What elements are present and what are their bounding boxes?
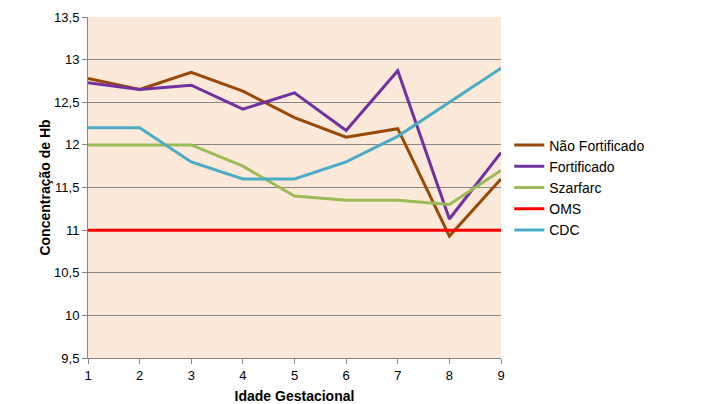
svg-text:Szarfarc: Szarfarc [549,180,601,196]
svg-text:Não Fortificado: Não Fortificado [549,138,644,154]
svg-text:OMS: OMS [549,201,581,217]
svg-text:8: 8 [446,368,453,383]
svg-text:CDC: CDC [549,222,579,238]
svg-text:12: 12 [65,137,79,152]
svg-text:9,5: 9,5 [61,351,79,366]
svg-text:11,5: 11,5 [55,180,79,195]
svg-text:5: 5 [291,368,298,383]
svg-text:Idade Gestacional: Idade Gestacional [235,388,355,404]
svg-text:3: 3 [188,368,195,383]
svg-text:12,5: 12,5 [54,95,79,110]
svg-text:Fortificado: Fortificado [549,159,615,175]
svg-text:10: 10 [65,308,79,323]
svg-text:4: 4 [239,368,246,383]
svg-text:Concentração de Hb: Concentração de Hb [37,119,53,255]
svg-text:7: 7 [394,368,401,383]
svg-text:11: 11 [66,223,80,238]
svg-text:10,5: 10,5 [54,265,79,280]
svg-text:2: 2 [136,368,143,383]
svg-text:9: 9 [497,368,504,383]
svg-text:1: 1 [84,368,91,383]
svg-text:13,5: 13,5 [54,10,79,25]
svg-text:6: 6 [343,368,350,383]
svg-text:13: 13 [65,52,79,67]
